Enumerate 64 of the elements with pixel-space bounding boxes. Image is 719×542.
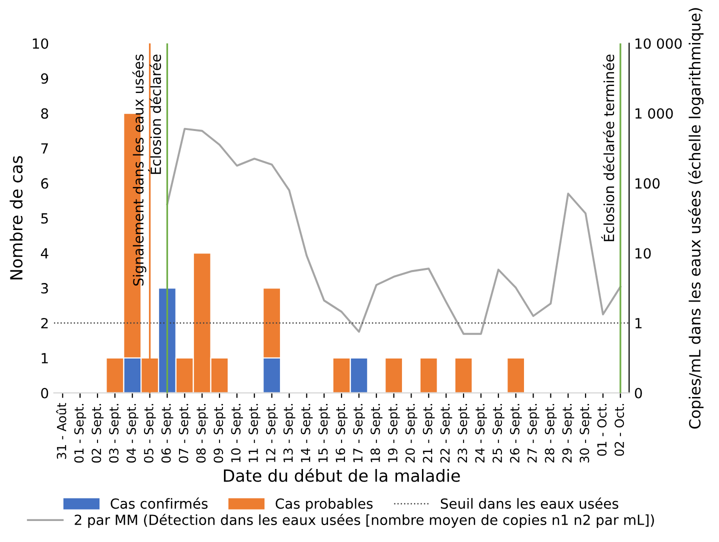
x-tick-label: 21 - Sept. (422, 404, 435, 463)
y2-tick-label: 10 000 (636, 38, 682, 49)
y-tick-label: 4 (40, 248, 48, 258)
y2-tick-label: 1 (636, 318, 642, 328)
y-tick-label: 2 (41, 318, 48, 328)
x-tick-label: 02 - Sept. (92, 404, 104, 463)
x-tick-label: 16 - Sept. (336, 404, 348, 462)
x-tick-label: 31 - Août (56, 402, 66, 459)
x-tick-label: 05 - Sept. (144, 404, 156, 463)
x-tick-label: 29 - Sept. (562, 404, 574, 463)
x-tick-label: 19 - Sept. (388, 404, 400, 462)
y2-tick-label: 10 (636, 248, 651, 259)
y-tick-label: 0 (41, 388, 48, 398)
x-tick-label: 25 - Sept. (492, 404, 504, 463)
y-tick-label: 6 (41, 178, 48, 189)
ref-line-label: Éclosion déclarée (148, 54, 162, 174)
y-tick-label: 3 (41, 283, 48, 294)
y-tick-label: 5 (41, 213, 48, 224)
legend-label: Cas confirmés (110, 498, 208, 509)
x-tick-label: 06 - Sept. (161, 404, 174, 463)
x-tick-label: 10 - Sept. (231, 404, 243, 462)
x-tick-label: 18 - Sept. (370, 404, 382, 462)
x-tick-label: 26 - Sept. (510, 404, 522, 463)
x-tick-label: 02 - Oct. (614, 404, 624, 456)
legend-label: Cas probables (276, 498, 373, 512)
bar (419, 357, 438, 393)
x-tick-label: 22 - Sept. (440, 404, 452, 463)
x-tick-label: 08 - Sept. (196, 404, 208, 463)
x-tick-label: 23 - Sept. (458, 404, 470, 463)
y-axis-title: Nombre de cas (10, 156, 23, 280)
x-tick-label: 17 - Sept. (353, 404, 366, 462)
ref-line-label: Éclosion déclarée terminée (601, 54, 614, 242)
y-tick-label: 7 (41, 143, 48, 154)
x-tick-label: 24 - Sept. (475, 404, 488, 463)
x-tick-label: 15 - Sept. (318, 404, 330, 462)
x-tick-label: 30 - Sept. (580, 404, 592, 463)
bar (506, 357, 526, 393)
ref-line-label: Signalement dans les eaux usées (132, 54, 146, 286)
y2-axis-title: Copies/mL dans les eaux usées (échelle logarithmique) (688, 8, 704, 429)
x-tick-label: 28 - Sept. (544, 404, 557, 463)
legend-label: 2 par MM (Détection dans les eaux usées [nombre moyen de copies n1 n2 par mL]) (74, 514, 654, 528)
y-tick-label: 9 (41, 73, 48, 84)
x-tick-label: 03 - Sept. (109, 404, 121, 463)
x-tick-label: 20 - Sept. (405, 404, 418, 463)
x-axis-title: Date du début de la maladie (224, 468, 460, 482)
y2-tick-label: 1 000 (636, 108, 673, 119)
x-tick-label: 14 - Sept. (300, 404, 313, 462)
x-tick-label: 01 - Sept. (74, 404, 86, 463)
x-tick-label: 04 - Sept. (126, 404, 138, 463)
x-tick-label: 12 - Sept. (266, 404, 278, 462)
y-tick-label: 8 (41, 108, 48, 119)
x-tick-label: 07 - Sept. (178, 404, 191, 463)
bar (384, 357, 404, 393)
y2-tick-label: 100 (636, 178, 660, 189)
x-tick-label: 09 - Sept. (214, 404, 226, 463)
bar (454, 357, 473, 393)
y2-tick-label: 0 (634, 388, 642, 398)
x-tick-label: 01 - Oct. (597, 404, 607, 456)
x-tick-label: 13 - Sept. (283, 404, 296, 462)
legend-label: Seuil dans les eaux usées (440, 498, 618, 509)
y-tick-label: 10 (32, 38, 48, 49)
y-tick-label: 1 (42, 353, 48, 364)
x-tick-label: 27 - Sept. (527, 404, 540, 463)
x-tick-label: 11 - Sept. (248, 404, 260, 462)
